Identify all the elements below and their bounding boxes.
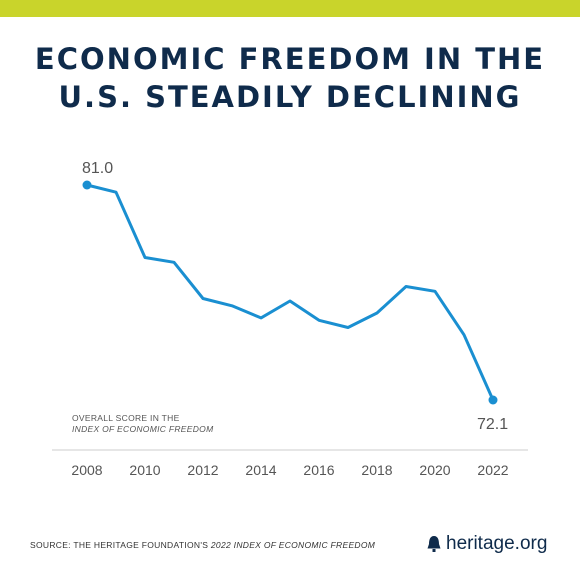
heritage-logo[interactable]: heritage.org: [426, 533, 547, 555]
x-tick-label: 2008: [71, 462, 102, 478]
title-line-2: U.S. STEADILY DECLINING: [58, 80, 522, 114]
x-tick-label: 2010: [129, 462, 160, 478]
series-line: [85, 183, 495, 402]
end-value-label: 72.1: [477, 416, 508, 433]
source-title: 2022 INDEX OF ECONOMIC FREEDOM: [210, 540, 376, 550]
end-point: [488, 395, 498, 405]
accent-bar: [0, 0, 580, 17]
axis-note-line-1: OVERALL SCORE IN THE: [72, 413, 180, 423]
x-tick-label: 2014: [245, 462, 276, 478]
start-value-label: 81.0: [82, 160, 113, 177]
x-tick-label: 2012: [187, 462, 218, 478]
chart-title: ECONOMIC FREEDOM IN THE U.S. STEADILY DE…: [0, 40, 580, 116]
x-tick-label: 2022: [477, 462, 508, 478]
source-note: SOURCE: THE HERITAGE FOUNDATION'S 2022 I…: [30, 540, 375, 550]
x-tick-label: 2020: [419, 462, 450, 478]
liberty-bell-icon: [427, 536, 441, 552]
axis-note-line-2: INDEX OF ECONOMIC FREEDOM: [72, 424, 214, 434]
y-axis-label: OVERALL SCORE IN THE INDEX OF ECONOMIC F…: [72, 413, 213, 435]
x-tick-label: 2016: [303, 462, 334, 478]
source-prefix: SOURCE: THE HERITAGE FOUNDATION'S: [30, 540, 211, 550]
x-tick-label: 2018: [361, 462, 392, 478]
title-line-1: ECONOMIC FREEDOM IN THE: [34, 42, 546, 76]
logo-text: heritage.org: [446, 533, 548, 554]
start-point: [82, 180, 92, 190]
